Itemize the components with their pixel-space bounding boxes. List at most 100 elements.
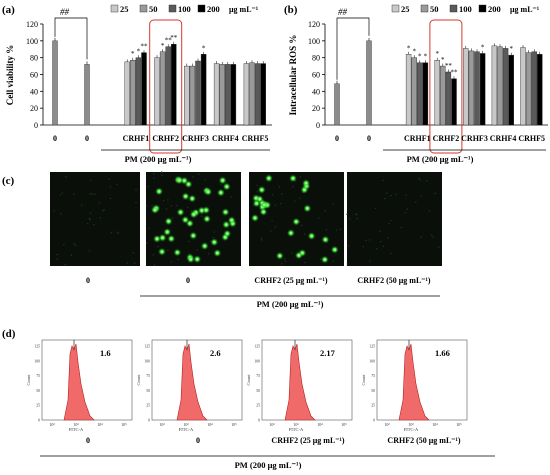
speckle [380, 240, 382, 243]
significance-star: * [412, 48, 416, 56]
cell-core [155, 237, 159, 241]
speckle [135, 189, 137, 191]
flow-y-label: Count [361, 374, 366, 386]
panel-d-group-label: PM (200 μg mL⁻¹) [235, 460, 302, 470]
panel-a-label: (a) [2, 4, 15, 16]
speckle [304, 233, 306, 235]
cell-core [333, 248, 337, 252]
speckle [230, 196, 232, 198]
speckle [346, 263, 349, 265]
speckle [304, 261, 306, 264]
significance-star: ** [451, 69, 459, 77]
flow-x-tick: 10³ [73, 422, 79, 427]
speckle [281, 193, 283, 195]
speckle [324, 210, 326, 212]
flow-y-tick: 0 [148, 419, 150, 423]
cell-core [215, 251, 219, 255]
speckle [153, 264, 156, 266]
bar-200-crhf1 [422, 62, 429, 126]
speckle [210, 240, 212, 243]
cell-core [254, 196, 258, 200]
bar-25-crhf1 [124, 61, 130, 126]
flow-y-tick: 75 [146, 374, 150, 378]
cell-core [297, 253, 301, 257]
y-tick-label: 40 [30, 87, 38, 96]
bar-200-crhf3 [479, 53, 486, 126]
speckle [256, 191, 258, 193]
bar-50-crhf3 [189, 65, 196, 126]
flow-x-tick: 10² [269, 422, 275, 427]
legend-label: 50 [430, 4, 439, 14]
cell-core [200, 209, 204, 212]
significance-star: ** [445, 62, 453, 70]
flow-plot-3: 0 25 50 75 100 125 10² 10³ 10⁴ 10⁵ FITC-A Count 2.17 [246, 339, 353, 432]
flow-plot-frame [376, 339, 468, 421]
speckle [332, 260, 334, 262]
speckle [260, 237, 263, 240]
speckle [284, 260, 287, 262]
cell-core [323, 258, 327, 261]
speckle [434, 192, 437, 195]
significance-star: ** [165, 37, 173, 45]
speckle [294, 200, 296, 202]
flow-y-tick: 75 [371, 374, 375, 378]
panel-c-caption-1: 0 [86, 276, 90, 285]
speckle [73, 193, 75, 195]
flow-y-tick: 25 [146, 404, 150, 408]
flow-percentage: 2.17 [320, 348, 336, 358]
speckle [356, 217, 358, 220]
highlight-box [149, 19, 183, 154]
speckle [325, 229, 328, 231]
speckle [382, 245, 385, 248]
significance-star: * [161, 42, 165, 50]
flow-y-tick: 100 [144, 359, 150, 363]
cell-core [182, 179, 186, 183]
significance-star: ** [170, 34, 178, 42]
flow-y-tick: 50 [256, 389, 260, 393]
legend-swatch [391, 4, 400, 13]
speckle [70, 254, 73, 256]
y-tick-label: 60 [312, 71, 320, 80]
y-tick-label: 60 [30, 71, 38, 80]
speckle [151, 204, 153, 207]
speckle [374, 207, 377, 210]
x-label-0: 0 [85, 134, 89, 143]
cell-core [195, 257, 199, 261]
x-label-crhf2: CRHF2 [433, 134, 460, 143]
speckle [256, 184, 258, 187]
cell-core [223, 235, 227, 239]
pm-only-bar [84, 64, 90, 126]
cell-core [206, 190, 210, 194]
bar-25-crhf2 [154, 57, 160, 126]
speckle [74, 244, 77, 247]
flow-y-tick: 100 [369, 359, 375, 363]
cell-core [188, 221, 192, 225]
flow-y-label: Count [26, 374, 31, 386]
speckle [204, 179, 206, 181]
legend-swatch [420, 4, 429, 13]
y-tick-label: 80 [312, 54, 320, 63]
speckle [332, 203, 335, 206]
speckle [319, 258, 322, 260]
speckle [197, 173, 200, 175]
speckle [270, 230, 272, 232]
bar-50-crhf4 [219, 64, 225, 126]
x-label-0: 0 [367, 134, 371, 143]
speckle [167, 199, 169, 201]
speckle [387, 237, 389, 239]
bar-50-crhf5 [525, 52, 532, 126]
cell-core [187, 182, 190, 186]
speckle [388, 222, 390, 225]
flow-y-tick: 0 [38, 419, 40, 423]
histogram [284, 343, 316, 421]
significance-star: * [424, 53, 428, 61]
speckle [108, 178, 110, 180]
speckle [64, 263, 67, 266]
x-label-0: 0 [335, 134, 339, 143]
speckle [88, 250, 91, 252]
cell-core [167, 219, 171, 223]
speckle [390, 219, 392, 222]
flow-y-tick: 25 [371, 404, 375, 408]
speckle [60, 213, 62, 215]
